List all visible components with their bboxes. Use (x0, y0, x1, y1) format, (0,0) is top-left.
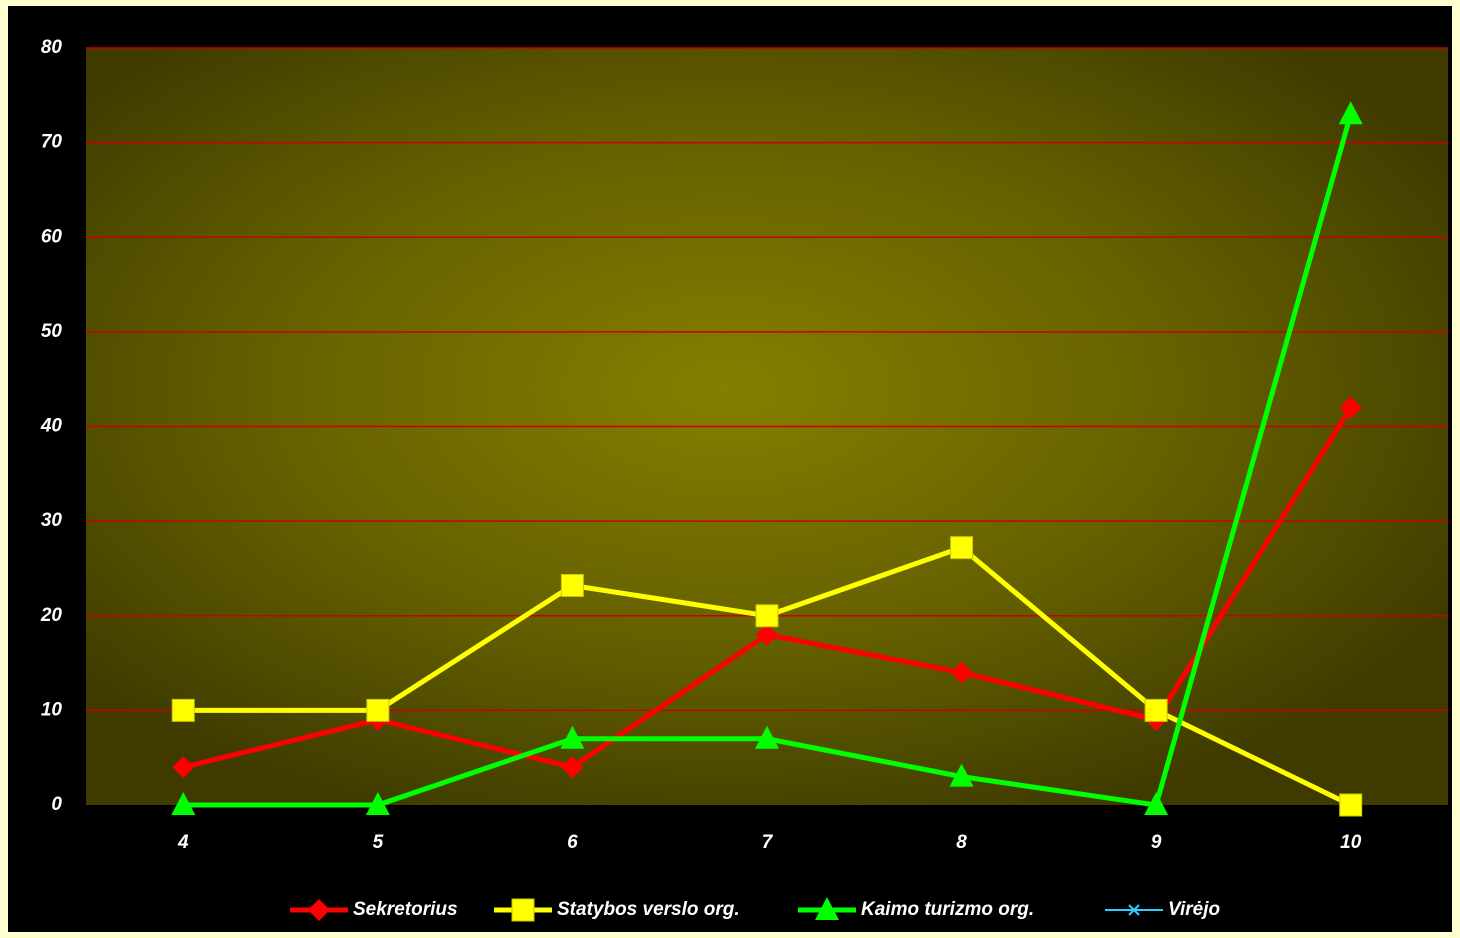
data-marker (1144, 792, 1169, 815)
legend-marker (1128, 904, 1140, 916)
x-tick-label: 5 (373, 832, 384, 853)
data-marker (755, 604, 779, 628)
y-tick-label: 30 (41, 510, 63, 531)
data-marker (1338, 101, 1363, 125)
legend-marker (308, 899, 330, 921)
data-marker (560, 573, 584, 597)
data-marker (950, 661, 973, 684)
data-marker (949, 763, 974, 787)
x-tick-label: 6 (567, 832, 578, 853)
data-marker (950, 536, 974, 560)
data-marker (560, 725, 585, 749)
x-tick-label: 4 (177, 832, 189, 853)
legend-label: Statybos verslo org. (557, 899, 740, 920)
data-marker (755, 725, 779, 749)
data-marker (366, 698, 390, 722)
data-marker (171, 698, 195, 722)
y-tick-label: 20 (40, 605, 63, 626)
x-tick-label: 8 (956, 832, 967, 853)
data-marker (171, 792, 196, 815)
x-tick-label: 7 (762, 832, 774, 853)
y-tick-label: 40 (40, 416, 63, 437)
data-marker (756, 623, 778, 646)
y-tick-label: 70 (41, 132, 63, 153)
y-tick-label: 60 (41, 226, 63, 247)
legend-label: Sekretorius (353, 899, 458, 920)
legend-label: Kaimo turizmo org. (861, 899, 1034, 920)
data-marker (1144, 698, 1168, 722)
x-tick-label: 9 (1151, 832, 1162, 853)
y-tick-label: 10 (41, 699, 63, 720)
data-marker (1339, 793, 1363, 817)
data-marker (561, 756, 584, 779)
data-marker (1339, 396, 1362, 419)
y-tick-label: 50 (41, 321, 63, 342)
y-tick-label: 80 (41, 37, 63, 58)
x-tick-label: 10 (1340, 832, 1362, 853)
legend-marker (815, 897, 839, 920)
legend-marker (511, 898, 535, 922)
data-marker (172, 756, 195, 779)
legend-label: Virėjo (1168, 899, 1220, 920)
data-marker (365, 792, 390, 815)
y-tick-label: 0 (51, 794, 62, 815)
